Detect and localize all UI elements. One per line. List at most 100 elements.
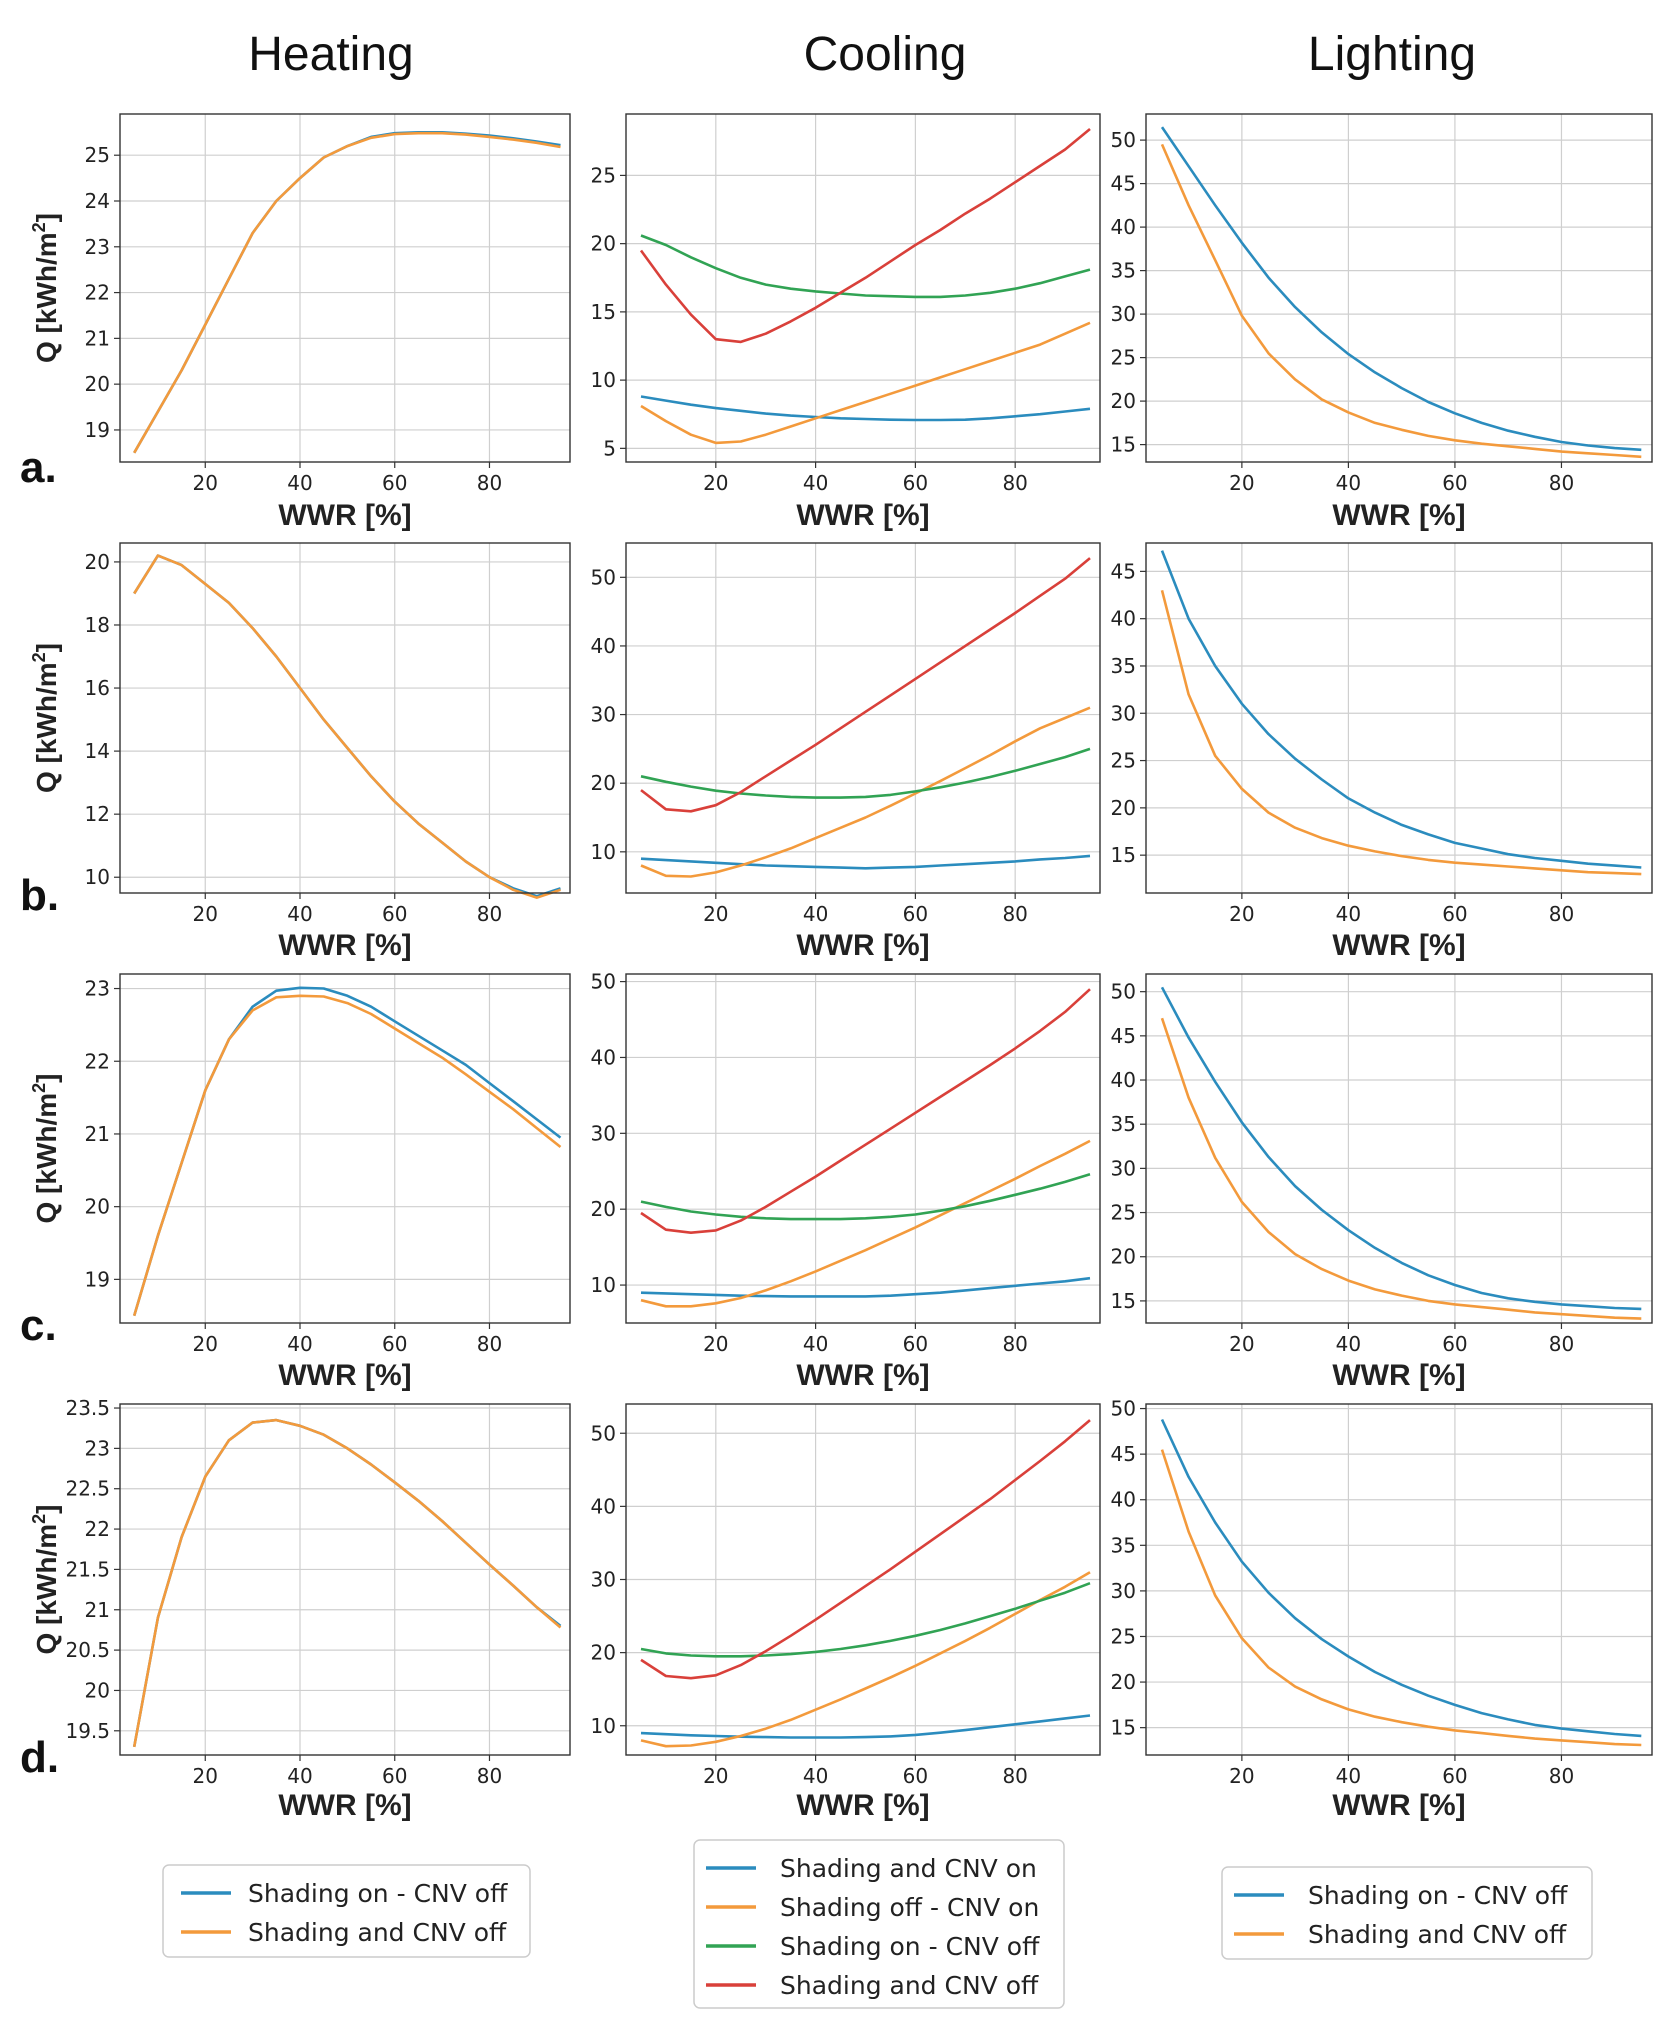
x-tick-label: 80: [1002, 902, 1027, 926]
y-tick-label: 10: [85, 865, 110, 889]
y-tick-label: 20: [591, 1197, 616, 1221]
legend-heating: Shading on - CNV off Shading and CNV off: [162, 1864, 531, 1958]
x-tick-label: 80: [1002, 1332, 1027, 1356]
x-tick-label: 20: [703, 1764, 728, 1788]
series-line-shading-on-cnv-off: [640, 1581, 1091, 1658]
series-line-shading-and-cnv-off: [639, 127, 1091, 344]
x-tick-label: 60: [1442, 471, 1467, 495]
x-axis-label: WWR [%]: [278, 929, 411, 962]
x-tick-label: 40: [803, 471, 828, 495]
column-title-cooling: Cooling: [804, 28, 967, 81]
series-line-shading-and-cnv-off: [133, 554, 561, 900]
x-tick-label: 20: [193, 471, 218, 495]
x-tick-label: 80: [477, 1764, 502, 1788]
y-tick-label: 12: [85, 802, 110, 826]
y-tick-label: 10: [591, 1714, 616, 1738]
series-line-shading-and-cnv-off: [132, 994, 562, 1317]
x-tick-label: 60: [382, 1332, 407, 1356]
x-tick-label: 40: [803, 902, 828, 926]
x-tick-label: 20: [703, 1332, 728, 1356]
panel-c-heating: 20 40 60 80 19 20 21 22 23 WWR [%] Q [kWh/m2]: [29, 973, 571, 1392]
y-tick-label: 15: [1111, 433, 1136, 457]
column-title-lighting: Lighting: [1308, 28, 1476, 81]
x-tick-label: 40: [1336, 1332, 1361, 1356]
y-tick-label: 23: [85, 235, 110, 259]
x-tick-label: 80: [477, 1332, 502, 1356]
x-tick-label: 20: [193, 1332, 218, 1356]
x-tick-label: 60: [903, 902, 928, 926]
x-tick-label: 20: [193, 1764, 218, 1788]
x-tick-label: 80: [1549, 1764, 1574, 1788]
x-axis-label: WWR [%]: [278, 499, 411, 532]
y-tick-label: 5: [603, 436, 616, 460]
y-axis-label: Q [kWh/m2]: [29, 1504, 62, 1654]
x-tick-label: 20: [193, 902, 218, 926]
series-line-shading-and-cnv-off: [1160, 589, 1642, 876]
legend-box: [162, 1864, 531, 1958]
series-line-shading-and-cnv-off: [1160, 143, 1642, 459]
x-tick-label: 40: [287, 902, 312, 926]
x-tick-label: 20: [1229, 1332, 1254, 1356]
legend-box: [693, 1839, 1065, 2009]
series-line-shading-off-cnv-on: [640, 1139, 1091, 1308]
x-axis-label: WWR [%]: [796, 499, 929, 532]
y-tick-label: 30: [1111, 701, 1136, 725]
y-tick-label: 35: [1111, 259, 1136, 283]
legend-cooling: Shading and CNV on Shading off - CNV on Sh…: [693, 1839, 1065, 2009]
plot-frame: [1145, 113, 1653, 463]
panel-b-cooling: 20 40 60 80 10 20 30 40 50 WWR [%]: [591, 542, 1101, 962]
series-line-shading-and-cnv-off: [640, 988, 1091, 1234]
series-line-shading-on-cnv-off: [133, 554, 561, 898]
series-line-shading-and-cnv-on: [640, 854, 1091, 870]
y-tick-label: 15: [1111, 843, 1136, 867]
y-tick-label: 20: [85, 1195, 110, 1219]
series-line-shading-on-cnv-off: [640, 234, 1091, 299]
x-tick-label: 40: [287, 471, 312, 495]
legend-entry-shading-on-cnv-off: Shading on - CNV off: [780, 1932, 1040, 1961]
column-title-heating: Heating: [248, 28, 413, 81]
y-tick-label: 21: [85, 326, 110, 350]
panel-d-heating: 20 40 60 80 19.5 20 20.5 21 21.5 22 22.5 23 23.5 WWR …: [29, 1396, 571, 1822]
series-line-shading-and-cnv-on: [640, 1714, 1091, 1739]
y-tick-label: 15: [1111, 1716, 1136, 1740]
y-tick-label: 50: [591, 1421, 616, 1445]
x-tick-label: 60: [1442, 902, 1467, 926]
plot-frame: [119, 973, 571, 1324]
y-tick-label: 40: [1111, 1068, 1136, 1092]
series-line-shading-and-cnv-off: [1160, 1017, 1642, 1320]
y-tick-label: 19: [85, 418, 110, 442]
legend-entry-shading-on-cnv-off: Shading on - CNV off: [248, 1879, 508, 1908]
legend-lighting: Shading on - CNV off Shading and CNV off: [1221, 1866, 1593, 1960]
y-axis-label: Q [kWh/m2]: [29, 213, 62, 363]
x-tick-label: 60: [903, 471, 928, 495]
panel-d-lighting: 20 40 60 80 15 20 25 30 35 40 45 50 WWR [%]: [1111, 1397, 1653, 1822]
series-line-shading-off-cnv-on: [640, 321, 1091, 445]
series-line-shading-and-cnv-off: [1160, 1449, 1642, 1747]
y-tick-label: 25: [1111, 346, 1136, 370]
y-axis-label: Q [kWh/m2]: [29, 643, 62, 793]
legend-entry-shading-and-cnv-off: Shading and CNV off: [780, 1971, 1039, 2000]
x-axis-label: WWR [%]: [1332, 499, 1465, 532]
y-tick-label: 50: [591, 565, 616, 589]
plot-frame: [119, 542, 571, 894]
y-tick-label: 30: [591, 1568, 616, 1592]
x-tick-label: 80: [477, 902, 502, 926]
plot-frame: [625, 113, 1101, 463]
panel-b-lighting: 20 40 60 80 15 20 25 30 35 40 45 WWR [%]: [1111, 542, 1653, 962]
x-axis-label: WWR [%]: [796, 929, 929, 962]
series-line-shading-and-cnv-off: [640, 1419, 1091, 1680]
x-tick-label: 60: [382, 1764, 407, 1788]
y-tick-label: 20: [1111, 1670, 1136, 1694]
y-tick-label: 40: [1111, 1488, 1136, 1512]
y-tick-label: 40: [1111, 607, 1136, 631]
y-tick-label: 10: [591, 840, 616, 864]
x-tick-label: 60: [903, 1332, 928, 1356]
y-tick-label: 20: [591, 232, 616, 256]
y-tick-label: 45: [1111, 172, 1136, 196]
y-tick-label: 10: [591, 368, 616, 392]
y-tick-label: 50: [1111, 980, 1136, 1004]
y-tick-label: 45: [1111, 1024, 1136, 1048]
y-tick-label: 24: [85, 189, 110, 213]
x-tick-label: 60: [382, 902, 407, 926]
series-line-shading-and-cnv-on: [640, 395, 1091, 422]
